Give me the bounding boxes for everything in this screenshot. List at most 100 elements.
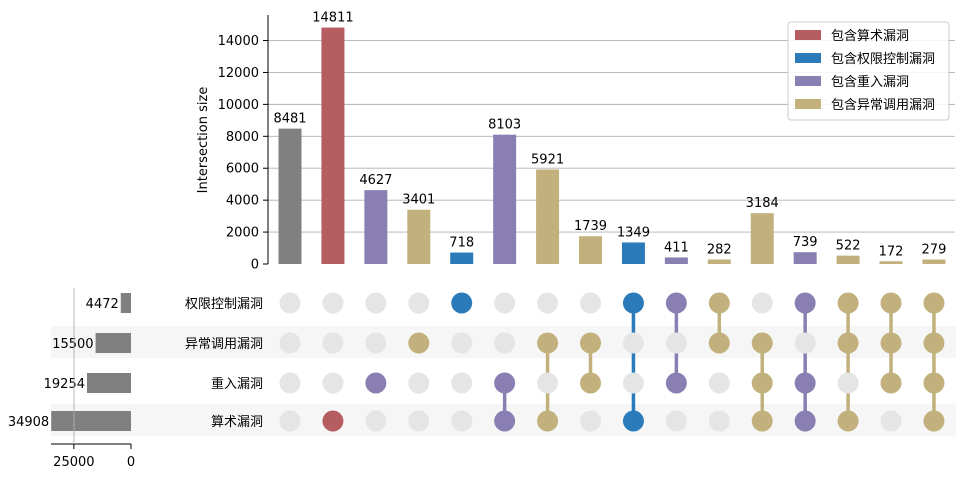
intersection-bar-value: 5921: [531, 152, 564, 167]
y-tick-label: 4000: [226, 194, 259, 209]
intersection-bar-value: 8481: [273, 112, 306, 127]
matrix-dot-active: [580, 372, 602, 394]
matrix-dot-active: [923, 332, 945, 354]
y-tick-label: 6000: [226, 162, 259, 177]
matrix-dot-active: [751, 372, 773, 394]
matrix-dot-inactive: [622, 332, 644, 354]
intersection-bar: [793, 252, 817, 264]
matrix-dot-active: [322, 410, 344, 432]
matrix-dot-inactive: [837, 372, 859, 394]
matrix-dot-inactive: [622, 372, 644, 394]
matrix-dot-inactive: [537, 292, 559, 314]
intersection-bar-value: 8103: [488, 118, 521, 133]
legend-label: 包含算术漏洞: [831, 28, 909, 44]
matrix-dot-inactive: [322, 372, 344, 394]
set-size-bar: [95, 333, 131, 353]
matrix-dot-inactive: [751, 292, 773, 314]
set-size-bar: [120, 293, 131, 313]
intersection-bar: [321, 27, 345, 264]
matrix-dot-inactive: [408, 410, 430, 432]
matrix-dot-active: [751, 410, 773, 432]
set-size-tick-label: 25000: [53, 455, 94, 470]
intersection-bars: [278, 27, 946, 264]
set-label: 异常调用漏洞: [185, 336, 263, 352]
set-size-tick-label: 0: [127, 455, 135, 470]
intersection-bar: [879, 261, 903, 264]
matrix-dot-active: [451, 292, 473, 314]
matrix-dot-inactive: [665, 332, 687, 354]
matrix-dot-active: [880, 372, 902, 394]
intersection-bar-value: 739: [793, 235, 818, 250]
matrix-dot-active: [794, 372, 816, 394]
legend-label: 包含重入漏洞: [831, 74, 909, 90]
intersection-bar: [579, 236, 603, 264]
legend-label: 包含异常调用漏洞: [831, 97, 935, 113]
matrix-dot-inactive: [322, 292, 344, 314]
matrix-dot-inactive: [365, 410, 387, 432]
intersection-bar: [278, 128, 302, 264]
intersection-bar: [493, 134, 517, 264]
intersection-bar: [621, 242, 645, 264]
intersection-bar: [364, 190, 388, 264]
matrix-dot-active: [665, 372, 687, 394]
intersection-bar-value: 279: [922, 243, 947, 258]
matrix-dot-active: [537, 410, 559, 432]
matrix-dot-active: [751, 332, 773, 354]
set-size-bar: [86, 373, 131, 393]
set-size-bars: 4472 15500 19254 34908 25000 0: [8, 288, 135, 470]
matrix-dot-inactive: [494, 292, 516, 314]
set-size-value: 4472: [86, 297, 119, 312]
intersection-bar-value: 4627: [359, 173, 392, 188]
matrix-dot-active: [837, 332, 859, 354]
intersection-bar-value: 1349: [617, 225, 650, 240]
set-size-value: 19254: [44, 377, 85, 392]
matrix-dot-active: [494, 372, 516, 394]
intersection-bar: [664, 257, 688, 264]
legend-swatch: [795, 30, 821, 40]
intersection-bar-value: 522: [836, 239, 861, 254]
intersection-bar: [750, 213, 774, 264]
set-label: 算术漏洞: [211, 414, 263, 430]
matrix-dot-active: [923, 410, 945, 432]
matrix-dot-inactive: [880, 410, 902, 432]
set-label: 重入漏洞: [211, 376, 263, 392]
matrix-dot-inactive: [365, 332, 387, 354]
y-tick-label: 10000: [218, 98, 259, 113]
set-size-value: 34908: [8, 415, 49, 430]
intersection-bar: [922, 259, 946, 264]
matrix-dot-active: [494, 410, 516, 432]
set-size-value: 15500: [52, 337, 93, 352]
matrix-dot-inactive: [408, 292, 430, 314]
legend-box: [787, 21, 950, 121]
legend-swatch: [795, 53, 821, 63]
matrix-dot-inactive: [365, 292, 387, 314]
matrix-dot-active: [665, 292, 687, 314]
matrix-dot-inactive: [580, 292, 602, 314]
membership-matrix: [279, 292, 945, 432]
matrix-dot-inactive: [279, 410, 301, 432]
y-axis-title: Intersection size: [196, 87, 211, 194]
legend-swatch: [795, 76, 821, 86]
intersection-bar: [707, 259, 731, 264]
matrix-dot-inactive: [537, 372, 559, 394]
matrix-dot-inactive: [279, 332, 301, 354]
intersection-bar-value: 3184: [746, 196, 779, 211]
intersection-bar: [450, 252, 474, 264]
matrix-dot-inactive: [279, 292, 301, 314]
matrix-dot-inactive: [451, 410, 473, 432]
matrix-dot-inactive: [708, 372, 730, 394]
legend-swatch: [795, 99, 821, 109]
intersection-bar-value: 3401: [402, 193, 435, 208]
matrix-dot-active: [837, 292, 859, 314]
matrix-dot-inactive: [408, 372, 430, 394]
intersection-bar-value: 411: [664, 240, 689, 255]
intersection-bar-value: 282: [707, 242, 732, 257]
intersection-bar: [407, 209, 431, 264]
matrix-dot-active: [708, 292, 730, 314]
matrix-dot-active: [923, 292, 945, 314]
matrix-dot-inactive: [665, 410, 687, 432]
matrix-dot-active: [537, 332, 559, 354]
intersection-bar-value: 172: [879, 244, 904, 259]
